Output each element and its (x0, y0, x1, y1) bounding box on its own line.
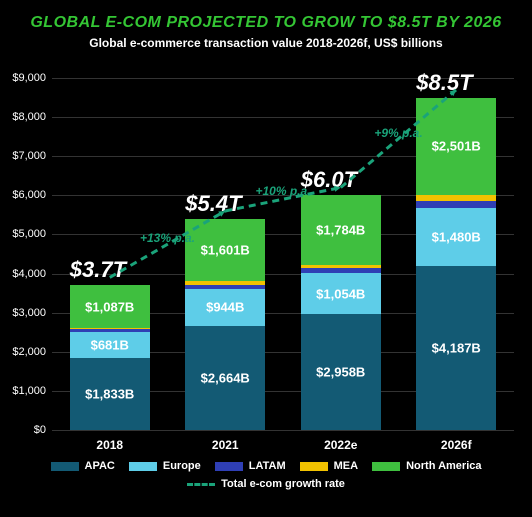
x-tick-label: 2021 (212, 438, 239, 452)
growth-label: +10% p.a. (255, 184, 310, 198)
legend-item-apac: APAC (51, 460, 115, 472)
bar-total-label: $8.5T (416, 70, 472, 96)
legend-swatch (300, 462, 328, 471)
bar-total-label: $5.4T (185, 191, 241, 217)
bar-segment-latam (70, 329, 150, 331)
bar-segment-apac (70, 358, 150, 430)
y-tick-label: $5,000 (12, 228, 52, 240)
bar-group: $2,664B$944B$1,601B (185, 78, 265, 430)
legend-swatch (51, 462, 79, 471)
y-tick-label: $2,000 (12, 346, 52, 358)
bar-segment-mea (416, 195, 496, 200)
legend-item-north_america: North America (372, 460, 481, 472)
bar-segment-apac (301, 314, 381, 430)
bar-segment-europe (301, 273, 381, 314)
bar-group: $4,187B$1,480B$2,501B (416, 78, 496, 430)
bar-segment-europe (70, 332, 150, 359)
legend-swatch (187, 483, 215, 486)
y-tick-label: $1,000 (12, 385, 52, 397)
bar-segment-europe (416, 208, 496, 266)
y-tick-label: $3,000 (12, 307, 52, 319)
legend-row-growth: Total e-com growth rate (0, 478, 532, 490)
legend-label: LATAM (249, 460, 286, 472)
bar-segment-north_america (301, 195, 381, 265)
legend-item-latam: LATAM (215, 460, 286, 472)
legend-swatch (372, 462, 400, 471)
bar-segment-latam (416, 201, 496, 209)
x-tick-label: 2022e (324, 438, 357, 452)
bar-segment-mea (301, 265, 381, 268)
bar-segment-mea (70, 328, 150, 330)
bar-segment-north_america (185, 219, 265, 282)
legend-item-mea: MEA (300, 460, 358, 472)
plot-area: $0$1,000$2,000$3,000$4,000$5,000$6,000$7… (52, 78, 514, 430)
legend-label: MEA (334, 460, 358, 472)
chart-subtitle: Global e-commerce transaction value 2018… (0, 36, 532, 50)
bar-segment-north_america (70, 285, 150, 328)
bar-segment-apac (416, 266, 496, 430)
growth-label: +13% p.a. (140, 231, 195, 245)
bar-segment-mea (185, 281, 265, 284)
bar-segment-latam (185, 285, 265, 289)
legend-label: APAC (85, 460, 115, 472)
y-tick-label: $8,000 (12, 111, 52, 123)
legend-row-series: APAC Europe LATAM MEA North America (0, 460, 532, 472)
x-tick-label: 2026f (441, 438, 472, 452)
bar-segment-latam (301, 268, 381, 273)
legend: APAC Europe LATAM MEA North America Total e-… (0, 460, 532, 490)
chart-title: GLOBAL E-COM PROJECTED TO GROW TO $8.5T … (0, 14, 532, 32)
legend-item-growth: Total e-com growth rate (187, 478, 345, 490)
bar-segment-apac (185, 326, 265, 430)
y-tick-label: $9,000 (12, 72, 52, 84)
legend-label: Total e-com growth rate (221, 478, 345, 490)
legend-label: Europe (163, 460, 201, 472)
x-tick-label: 2018 (96, 438, 123, 452)
bar-group: $2,958B$1,054B$1,784B (301, 78, 381, 430)
bar-group: $1,833B$681B$1,087B (70, 78, 150, 430)
bar-total-label: $3.7T (70, 257, 126, 283)
bar-segment-europe (185, 289, 265, 326)
grid-line (52, 430, 514, 431)
legend-swatch (129, 462, 157, 471)
legend-swatch (215, 462, 243, 471)
y-tick-label: $7,000 (12, 150, 52, 162)
chart-frame: GLOBAL E-COM PROJECTED TO GROW TO $8.5T … (0, 0, 532, 517)
y-tick-label: $0 (34, 424, 52, 436)
legend-item-europe: Europe (129, 460, 201, 472)
growth-label: +9% p.a. (374, 126, 422, 140)
y-tick-label: $6,000 (12, 189, 52, 201)
legend-label: North America (406, 460, 481, 472)
bar-segment-north_america (416, 98, 496, 196)
y-tick-label: $4,000 (12, 268, 52, 280)
